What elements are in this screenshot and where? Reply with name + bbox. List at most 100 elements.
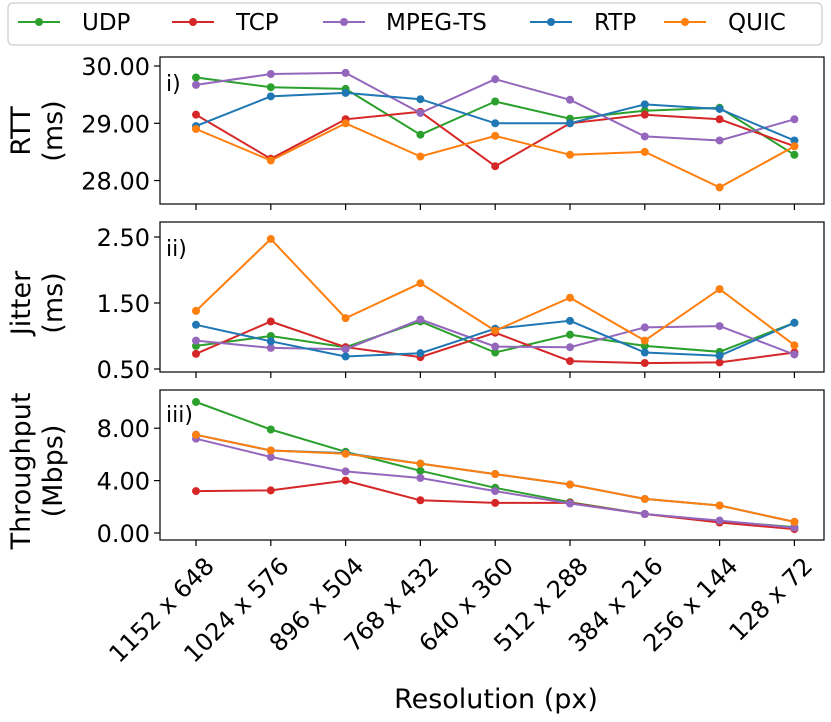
data-point-tcp	[266, 486, 275, 495]
series-line-udp-throughput	[195, 401, 795, 529]
data-point-tcp	[192, 487, 200, 496]
data-point-mpeg-ts	[416, 473, 425, 482]
y-tick-label-throughput: 0.00	[97, 520, 150, 548]
data-point-rtp	[266, 92, 275, 101]
data-point-mpeg-ts	[715, 516, 724, 525]
data-point-mpeg-ts	[566, 499, 574, 508]
data-point-rtp	[341, 88, 350, 97]
data-point-quic	[715, 501, 724, 510]
series-line-udp-rtt	[195, 76, 795, 156]
legend-item-rtp: RTP	[530, 10, 636, 36]
data-point-quic	[266, 446, 275, 455]
data-point-tcp	[715, 358, 724, 367]
y-axis-label-throughput-line2: (Mbps)	[38, 425, 69, 518]
data-point-udp	[491, 97, 500, 106]
data-point-mpeg-ts	[640, 323, 649, 332]
data-point-tcp	[341, 476, 350, 485]
plot-frame-rtt	[159, 56, 825, 205]
y-tick-label-rtt: 29.00	[81, 110, 150, 138]
data-point-mpeg-ts	[491, 487, 500, 496]
legend-marker-quic	[681, 18, 689, 26]
legend-marker-rtp	[547, 18, 555, 26]
data-point-quic	[192, 125, 200, 133]
legend-label-rtp: RTP	[594, 10, 636, 36]
data-point-tcp	[192, 349, 200, 358]
legend-label-quic: QUIC	[728, 10, 786, 36]
plot-frame-throughput	[159, 389, 825, 541]
legend-label-udp: UDP	[82, 10, 131, 36]
series-quic-jitter	[192, 234, 799, 350]
panel-jitter: ii) Jitter (ms) 0.50 1.50 2.50	[6, 221, 825, 384]
data-point-rtp	[266, 337, 275, 346]
data-point-mpeg-ts	[266, 343, 275, 352]
data-point-mpeg-ts	[640, 510, 649, 519]
data-point-mpeg-ts	[790, 350, 799, 359]
data-point-tcp	[491, 498, 500, 507]
y-axis-label-rtt-line2: (ms)	[38, 100, 69, 161]
y-tick-label-rtt: 28.00	[81, 168, 150, 196]
data-point-udp	[566, 330, 574, 339]
data-point-udp	[416, 130, 425, 139]
data-point-mpeg-ts	[566, 95, 574, 104]
series-rtp-throughput	[192, 430, 799, 526]
data-point-rtp	[715, 104, 724, 113]
data-point-rtp	[640, 100, 649, 109]
data-point-tcp	[715, 115, 724, 124]
data-point-tcp	[640, 359, 649, 368]
y-axis-label-throughput-line1: Throughput	[6, 393, 37, 551]
data-point-quic	[192, 430, 200, 439]
data-point-udp	[491, 348, 500, 357]
data-point-rtp	[416, 95, 425, 104]
data-point-udp	[416, 466, 425, 475]
legend-frame	[7, 2, 823, 46]
legend-marker-mpeg-ts	[340, 18, 348, 26]
data-point-quic	[790, 517, 799, 526]
legend-item-tcp: TCP	[172, 10, 279, 36]
data-point-rtp	[715, 351, 724, 360]
data-point-quic	[192, 306, 200, 315]
legend-marker-udp	[35, 18, 43, 26]
y-axis-label-jitter-line1: Jitter	[6, 270, 37, 337]
data-point-tcp	[640, 110, 649, 119]
legend-label-tcp: TCP	[235, 10, 279, 36]
data-point-tcp	[416, 496, 425, 505]
data-point-mpeg-ts	[491, 75, 500, 84]
data-point-rtp	[790, 318, 799, 327]
data-point-tcp	[566, 357, 574, 366]
y-tick-label-throughput: 8.00	[97, 415, 150, 443]
data-point-tcp	[192, 110, 200, 119]
data-point-udp	[790, 150, 799, 159]
data-point-rtp	[416, 349, 425, 358]
data-point-quic	[640, 494, 649, 503]
legend-item-udp: UDP	[18, 10, 131, 36]
legend-marker-tcp	[189, 18, 197, 26]
data-point-quic	[790, 142, 799, 151]
data-point-mpeg-ts	[491, 342, 500, 351]
data-point-mpeg-ts	[416, 315, 425, 324]
legend-item-mpeg-ts: MPEG-TS	[323, 10, 487, 36]
data-point-rtp	[566, 316, 574, 325]
data-point-udp	[192, 398, 200, 406]
data-point-quic	[416, 152, 425, 161]
data-point-quic	[491, 131, 500, 140]
data-point-quic	[341, 119, 350, 128]
series-udp-throughput	[192, 398, 799, 532]
y-tick-label-jitter: 2.50	[97, 224, 150, 252]
data-point-tcp	[266, 317, 275, 326]
data-point-mpeg-ts	[416, 108, 425, 117]
data-point-quic	[266, 234, 275, 243]
data-point-mpeg-ts	[192, 336, 200, 345]
series-quic-rtt	[192, 119, 799, 192]
series-quic-throughput	[192, 430, 799, 526]
panel-tag-rtt: i)	[166, 72, 181, 97]
data-point-quic	[416, 279, 425, 288]
data-point-quic	[341, 449, 350, 458]
data-point-mpeg-ts	[341, 345, 350, 354]
data-point-quic	[640, 147, 649, 156]
data-point-rtp	[192, 320, 200, 329]
y-axis-label-rtt-line1: RTT	[6, 106, 37, 156]
data-point-mpeg-ts	[566, 343, 574, 352]
series-line-quic-throughput	[195, 433, 795, 523]
